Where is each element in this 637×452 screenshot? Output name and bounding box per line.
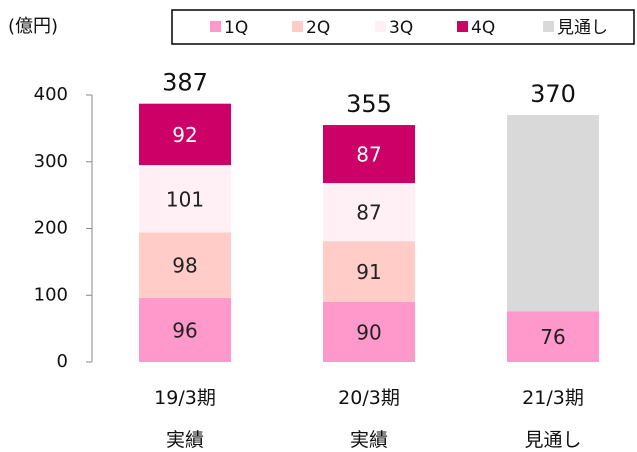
x-tick-label: 21/3期見通し	[522, 387, 584, 449]
unit-label: (億円)	[8, 16, 58, 37]
legend-label: 見通し	[557, 18, 608, 38]
value-label: 90	[356, 320, 381, 344]
bar-segment	[507, 115, 599, 312]
bar-segment	[323, 301, 415, 362]
bar-segment	[323, 183, 415, 242]
total-label: 355	[346, 90, 392, 118]
value-label: 96	[172, 318, 197, 342]
value-label: 92	[172, 123, 197, 147]
legend-label: 4Q	[471, 18, 495, 38]
total-label: 370	[530, 80, 576, 108]
value-label: 98	[172, 254, 197, 278]
bar-segment	[139, 232, 231, 298]
y-tick-label: 0	[57, 351, 68, 372]
total-label: 387	[162, 69, 208, 97]
legend-swatch	[210, 21, 221, 32]
x-tick-label: 19/3期実績	[154, 387, 216, 449]
bar-segment	[507, 311, 599, 362]
value-label: 101	[166, 187, 204, 211]
bar-segment	[139, 165, 231, 233]
bar-segment	[323, 241, 415, 302]
value-label: 76	[540, 325, 565, 349]
y-tick-label: 200	[34, 218, 68, 239]
value-label: 87	[356, 143, 381, 167]
bar-segment	[323, 125, 415, 184]
bar-segment	[139, 297, 231, 362]
legend-swatch	[457, 21, 468, 32]
legend-label: 2Q	[306, 18, 330, 38]
y-tick-label: 400	[34, 84, 68, 105]
value-label: 87	[356, 201, 381, 225]
legend-swatch	[543, 21, 554, 32]
value-label: 91	[356, 260, 381, 284]
bar-segment	[139, 103, 231, 166]
y-tick-label: 100	[34, 284, 68, 305]
legend-swatch	[375, 21, 386, 32]
legend-box	[171, 9, 635, 45]
legend-swatch	[292, 21, 303, 32]
legend-label: 1Q	[224, 18, 248, 38]
x-tick-label: 20/3期実績	[338, 387, 400, 449]
legend-label: 3Q	[389, 18, 413, 38]
y-tick-label: 300	[34, 151, 68, 172]
